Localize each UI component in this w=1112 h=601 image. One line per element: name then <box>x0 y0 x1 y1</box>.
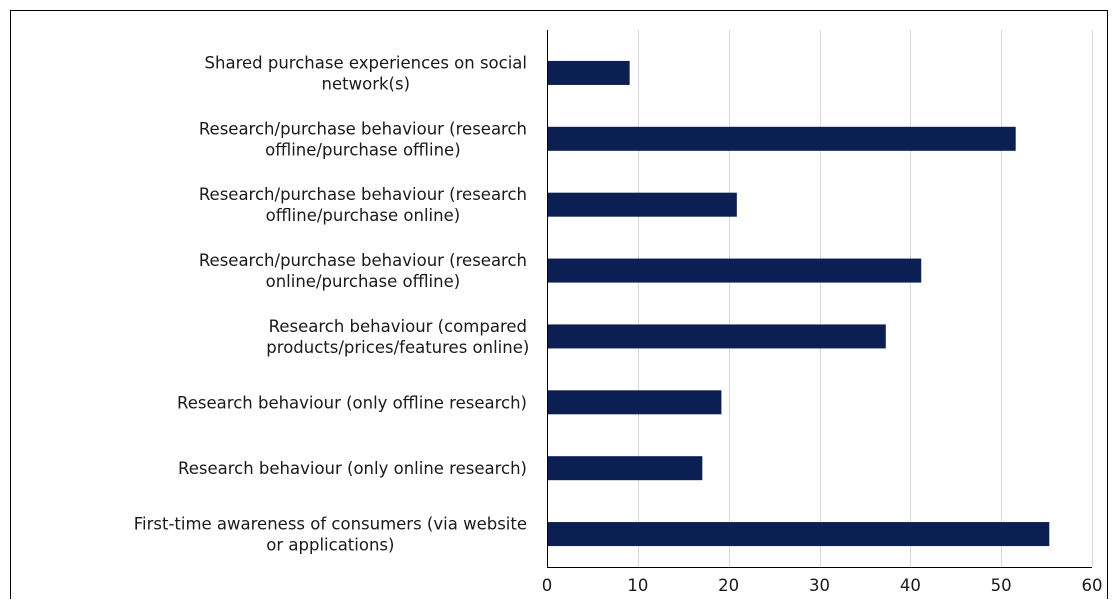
chart-frame <box>10 10 1108 599</box>
x-tick-label-50: 50 <box>991 576 1012 595</box>
bar-2 <box>547 192 737 217</box>
category-label-0: Shared purchase experiences on social net… <box>205 53 527 93</box>
bar-7 <box>547 522 1050 547</box>
category-label-5: Research behaviour (only offline researc… <box>177 393 527 412</box>
bar-1 <box>547 126 1016 151</box>
category-label-2: Research/purchase behaviour (research off… <box>199 185 527 225</box>
x-tick-label-0: 0 <box>542 576 553 595</box>
x-tick-label-60: 60 <box>1082 576 1103 595</box>
x-tick-label-20: 20 <box>718 576 739 595</box>
bar-4 <box>547 324 886 349</box>
bar-0 <box>547 60 630 85</box>
category-labels: Shared purchase experiences on social net… <box>134 53 530 554</box>
category-label-1: Research/purchase behaviour (research off… <box>199 119 527 159</box>
category-label-6: Research behaviour (only online research… <box>178 459 527 478</box>
category-label-4: Research behaviour (compared products/pri… <box>266 317 529 357</box>
tick-labels: 0 10 20 30 40 50 60 <box>542 576 1103 595</box>
x-tick-label-10: 10 <box>627 576 648 595</box>
x-tick-label-30: 30 <box>809 576 830 595</box>
bars <box>547 60 1050 547</box>
category-label-7: First-time awareness of consumers (via w… <box>134 515 527 555</box>
bar-6 <box>547 456 703 481</box>
category-label-3: Research/purchase behaviour (research onl… <box>199 251 527 291</box>
gridlines <box>638 30 1093 567</box>
bar-3 <box>547 258 922 283</box>
axes <box>547 30 1092 568</box>
x-tick-label-40: 40 <box>900 576 921 595</box>
bar-5 <box>547 390 722 415</box>
